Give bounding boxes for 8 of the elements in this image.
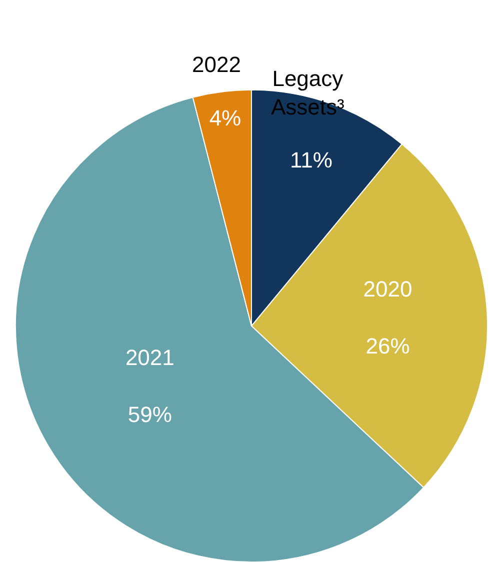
data-label: 59% — [128, 402, 172, 428]
data-label: 26% — [366, 333, 410, 358]
slice-label: 2020 — [363, 276, 412, 302]
slice-label: Legacy Assets³ — [271, 66, 344, 120]
slice-label: 2021 — [125, 344, 174, 370]
data-label: 11% — [290, 148, 332, 173]
data-label: 4% — [209, 105, 242, 130]
slice-label: 2022 — [192, 52, 241, 77]
